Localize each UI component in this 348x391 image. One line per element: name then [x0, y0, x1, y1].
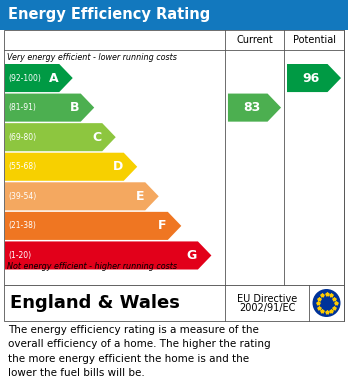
Bar	[4, 285, 344, 321]
Text: The energy efficiency rating is a measure of the
overall efficiency of a home. T: The energy efficiency rating is a measur…	[8, 325, 271, 378]
Polygon shape	[5, 93, 94, 122]
Polygon shape	[5, 64, 73, 92]
Circle shape	[313, 289, 340, 317]
Text: 2002/91/EC: 2002/91/EC	[239, 303, 295, 313]
Text: (55-68): (55-68)	[8, 162, 36, 171]
Text: (1-20): (1-20)	[8, 251, 31, 260]
Text: England & Wales: England & Wales	[10, 294, 180, 312]
Polygon shape	[5, 123, 116, 151]
Text: 96: 96	[302, 72, 319, 84]
Polygon shape	[228, 93, 281, 122]
Text: Energy Efficiency Rating: Energy Efficiency Rating	[8, 7, 210, 23]
Text: Not energy efficient - higher running costs: Not energy efficient - higher running co…	[7, 262, 177, 271]
Polygon shape	[5, 241, 211, 269]
Text: A: A	[49, 72, 58, 84]
Text: Current: Current	[236, 35, 273, 45]
Text: (39-54): (39-54)	[8, 192, 36, 201]
Text: Very energy efficient - lower running costs: Very energy efficient - lower running co…	[7, 53, 177, 62]
Polygon shape	[287, 64, 341, 92]
Bar	[0, 0, 348, 30]
Text: G: G	[187, 249, 197, 262]
Text: (69-80): (69-80)	[8, 133, 36, 142]
Text: C: C	[92, 131, 101, 143]
Text: EU Directive: EU Directive	[237, 294, 297, 304]
Text: 83: 83	[243, 101, 260, 114]
Bar	[4, 30, 344, 285]
Polygon shape	[5, 182, 159, 210]
Text: F: F	[158, 219, 167, 232]
Text: E: E	[136, 190, 144, 203]
Polygon shape	[5, 153, 137, 181]
Text: (21-38): (21-38)	[8, 221, 36, 230]
Text: (92-100): (92-100)	[8, 74, 41, 83]
Text: B: B	[70, 101, 80, 114]
Text: D: D	[112, 160, 123, 173]
Text: Potential: Potential	[293, 35, 335, 45]
Polygon shape	[5, 212, 181, 240]
Text: (81-91): (81-91)	[8, 103, 36, 112]
